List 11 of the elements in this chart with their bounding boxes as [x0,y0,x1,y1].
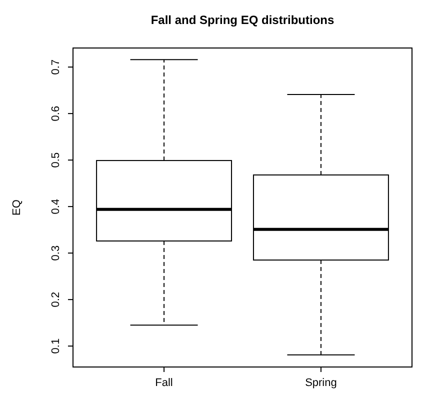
x-tick-label: Spring [305,377,337,389]
chart-title: Fall and Spring EQ distributions [150,13,334,27]
y-tick-label: 0.1 [50,338,62,354]
y-tick-label: 0.7 [50,59,62,75]
y-axis-title: EQ [11,199,23,216]
y-tick-label: 0.2 [50,292,62,308]
x-tick-label: Fall [155,377,173,389]
y-tick-label: 0.5 [50,152,62,168]
y-tick-label: 0.6 [50,106,62,122]
y-tick-label: 0.4 [50,198,62,214]
y-tick-label: 0.3 [50,245,62,261]
